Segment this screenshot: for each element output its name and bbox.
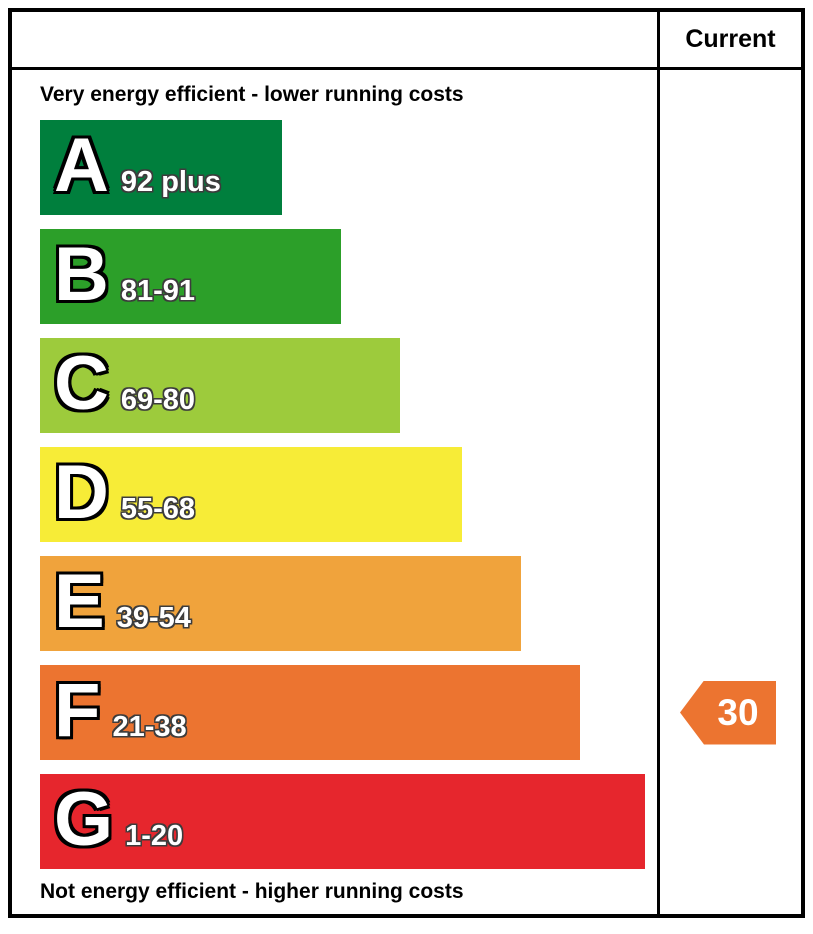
band-row-g: G 1-20 [40,774,645,869]
top-caption: Very energy efficient - lower running co… [40,83,464,106]
band-letter-a: A [54,122,109,208]
band-row-e: E 39-54 [40,556,521,651]
band-range-b: 81-91 [120,275,196,307]
band-letter-g: G [54,776,114,862]
current-rating-arrow: 30 [680,680,776,745]
band-range-a: 92 plus [120,166,221,198]
band-range-d: 55-68 [120,493,196,525]
current-rating-value: 30 [717,692,759,733]
band-row-b: B 81-91 [40,229,341,324]
band-letter-b: B [54,231,109,317]
band-range-g: 1-20 [125,820,184,852]
band-range-c: 69-80 [120,384,196,416]
band-row-d: D 55-68 [40,447,462,542]
current-column-header: Current [657,12,801,70]
band-range-f: 21-38 [112,711,187,743]
band-row-a: A 92 plus [40,120,282,215]
header-spacer [12,12,657,70]
current-column: 30 [657,70,801,914]
band-letter-e: E [54,558,105,644]
band-range-e: 39-54 [116,602,191,634]
band-row-c: C 69-80 [40,338,400,433]
bottom-caption: Not energy efficient - higher running co… [40,879,464,903]
band-letter-c: C [54,340,109,426]
chart-area: Very energy efficient - lower running co… [12,70,657,914]
band-list: A 92 plus B 81-91 C 69-80 D 55-68 E 39-5… [40,120,651,869]
epc-rating-chart: Current Very energy efficient - lower ru… [8,8,805,918]
band-row-f: F 21-38 [40,665,580,760]
band-letter-f: F [54,667,101,753]
band-letter-d: D [54,449,109,535]
